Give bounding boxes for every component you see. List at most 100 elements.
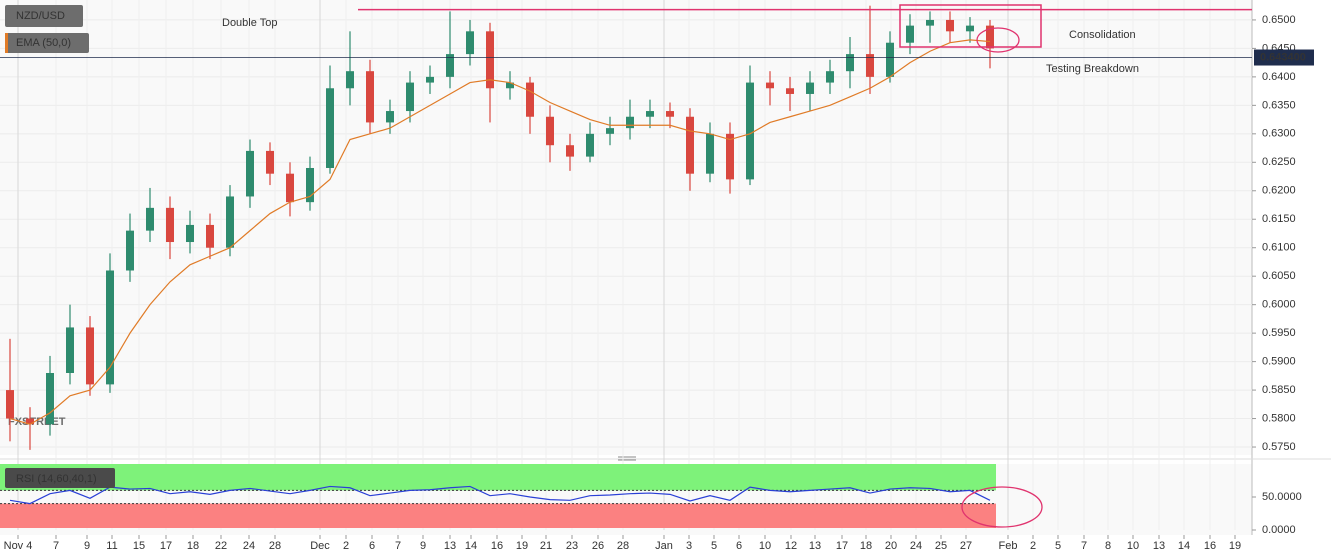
y-tick-label: 0.6050 xyxy=(1262,270,1296,282)
x-tick-label: 2 xyxy=(1030,540,1036,552)
x-tick-label: Jan xyxy=(655,540,673,552)
candle-body xyxy=(806,82,814,94)
x-tick-label: 5 xyxy=(711,540,717,552)
x-tick-label: 26 xyxy=(592,540,604,552)
legend-box xyxy=(5,468,115,488)
candle-body xyxy=(366,71,374,123)
candle-body xyxy=(206,224,214,248)
candle-body xyxy=(426,76,434,83)
y-tick-label: 0.6300 xyxy=(1262,128,1296,140)
candle-body xyxy=(646,111,654,117)
x-tick-label: 15 xyxy=(133,540,145,552)
y-tick-label: 0.6000 xyxy=(1262,299,1296,311)
candle-body xyxy=(26,418,34,425)
x-tick-label: 16 xyxy=(1204,540,1216,552)
watermark: FXSTREET xyxy=(8,416,66,428)
x-tick-label: 17 xyxy=(160,540,172,552)
candle-body xyxy=(746,82,754,180)
x-tick-label: 13 xyxy=(444,540,456,552)
candle-body xyxy=(66,327,74,373)
x-tick-label: 18 xyxy=(860,540,872,552)
rsi-ellipse xyxy=(961,486,1043,528)
x-tick-label: 8 xyxy=(1105,540,1111,552)
x-tick-label: 14 xyxy=(1178,540,1190,552)
candle-body xyxy=(686,116,694,174)
x-tick-label: 28 xyxy=(269,540,281,552)
x-tick-label: 12 xyxy=(785,540,797,552)
x-tick-label: 7 xyxy=(1081,540,1087,552)
x-tick-label: 9 xyxy=(84,540,90,552)
y-tick-label: 0.5800 xyxy=(1262,412,1296,424)
candle-body xyxy=(146,207,154,231)
candle-body xyxy=(306,167,314,203)
x-tick-label: 7 xyxy=(53,540,59,552)
y-tick-label: 0.5900 xyxy=(1262,356,1296,368)
x-tick-label: 27 xyxy=(960,540,972,552)
x-tick-label: 10 xyxy=(1127,540,1139,552)
x-tick-label: 22 xyxy=(215,540,227,552)
x-tick-label: 23 xyxy=(566,540,578,552)
candle-body xyxy=(566,145,574,157)
candle-body xyxy=(86,327,94,385)
consolidation-box xyxy=(899,4,1042,48)
x-tick-label: 16 xyxy=(491,540,503,552)
y-tick-label: 0.6150 xyxy=(1262,213,1296,225)
x-tick-label: 24 xyxy=(910,540,922,552)
candle-body xyxy=(226,196,234,248)
breakdown-label: Testing Breakdown xyxy=(1046,63,1139,75)
candle-body xyxy=(346,71,354,89)
candle-body xyxy=(846,54,854,72)
x-tick-label: 25 xyxy=(935,540,947,552)
candle-body xyxy=(506,82,514,89)
double-top-label: Double Top xyxy=(222,17,277,29)
candle-body xyxy=(526,82,534,117)
legend-ema: EMA (50,0) xyxy=(16,37,71,49)
legend-rsi: RSI (14,60,40,1) xyxy=(16,473,97,485)
candle-body xyxy=(246,150,254,197)
x-tick-label: 5 xyxy=(1055,540,1061,552)
candle-body xyxy=(406,82,414,112)
x-tick-label: 28 xyxy=(617,540,629,552)
rsi-upper-zone xyxy=(0,464,996,491)
candle-body xyxy=(546,116,554,146)
candle-body xyxy=(826,71,834,83)
y-tick-label: 0.6250 xyxy=(1262,156,1296,168)
x-tick-label: 7 xyxy=(395,540,401,552)
x-tick-label: 6 xyxy=(369,540,375,552)
legend-swatch xyxy=(5,33,8,53)
candle-body xyxy=(466,31,474,55)
candle-body xyxy=(986,25,994,49)
candle-body xyxy=(586,133,594,157)
candle-body xyxy=(106,270,114,385)
candle-body xyxy=(886,42,894,77)
x-tick-label: 2 xyxy=(343,540,349,552)
breakdown-ellipse xyxy=(976,27,1020,53)
x-tick-label: 19 xyxy=(516,540,528,552)
candle-body xyxy=(766,82,774,89)
candle-body xyxy=(386,111,394,123)
y-tick-label: 0.6400 xyxy=(1262,71,1296,83)
x-tick-label: 18 xyxy=(187,540,199,552)
y-tick-label: 0.5750 xyxy=(1262,441,1296,453)
ema-line xyxy=(9,39,991,425)
candle-body xyxy=(166,207,174,243)
x-tick-label: 13 xyxy=(809,540,821,552)
candle-body xyxy=(286,173,294,203)
x-tick-label: 9 xyxy=(420,540,426,552)
x-tick-label: 20 xyxy=(885,540,897,552)
x-tick-label: 17 xyxy=(836,540,848,552)
candle-body xyxy=(326,88,334,168)
y-tick-label: 0.5850 xyxy=(1262,384,1296,396)
y-tick-label: 0.5950 xyxy=(1262,327,1296,339)
candle-body xyxy=(966,25,974,32)
rsi-tick-label: 0.0000 xyxy=(1262,524,1296,536)
x-tick-label: 13 xyxy=(1153,540,1165,552)
y-tick-label: 0.6350 xyxy=(1262,99,1296,111)
x-tick-label: 24 xyxy=(243,540,255,552)
candle-body xyxy=(486,31,494,89)
rsi-tick-label: 50.0000 xyxy=(1262,491,1302,503)
candle-body xyxy=(866,54,874,77)
candle-body xyxy=(266,150,274,174)
candle-body xyxy=(126,230,134,271)
